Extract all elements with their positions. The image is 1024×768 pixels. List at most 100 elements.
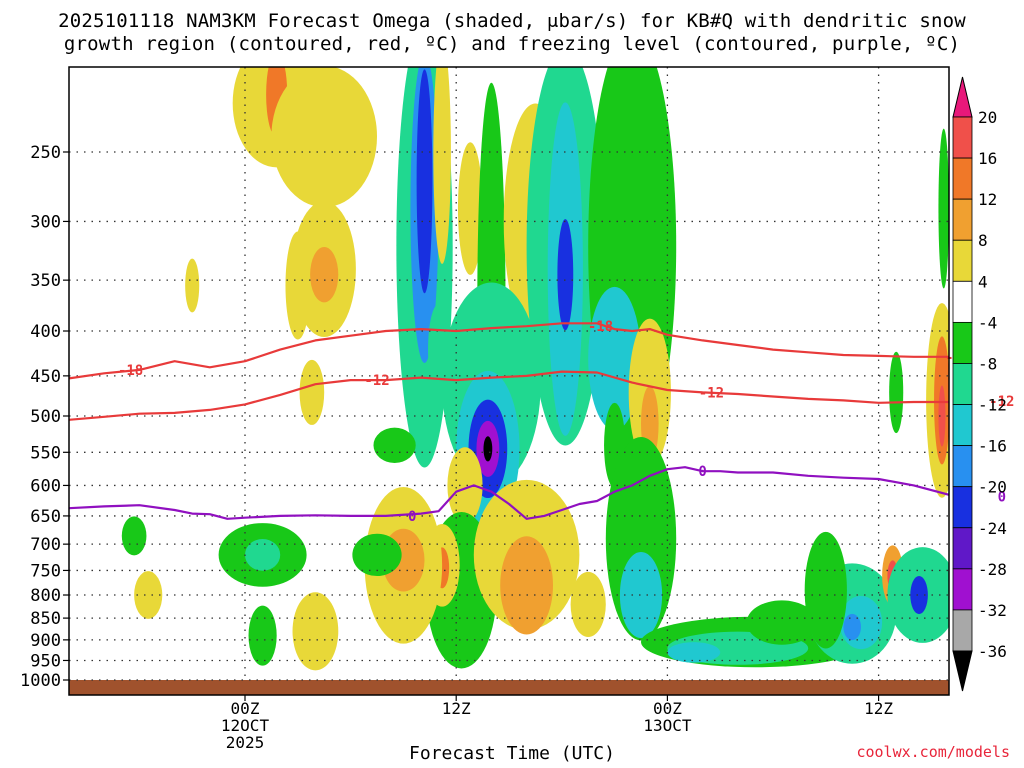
x-tick-label: 12Z	[864, 699, 893, 718]
omega-cell	[299, 359, 325, 425]
omega-cell	[285, 231, 311, 340]
y-tick-label: 450	[30, 367, 61, 387]
omega-cell	[292, 592, 339, 671]
contour-line	[69, 370, 949, 421]
omega-cell	[134, 571, 163, 619]
omega-cell	[310, 247, 339, 303]
x-axis-title: Forecast Time (UTC)	[409, 743, 615, 764]
chart-title-line-1: 2025101118 NAM3KM Forecast Omega (shaded…	[58, 10, 966, 32]
x-tick-label: 13OCT	[643, 716, 692, 735]
omega-cell	[667, 642, 721, 663]
colorbar-label: -12	[978, 396, 1007, 415]
omega-shading	[121, 67, 949, 671]
y-tick-label: 600	[30, 476, 61, 496]
y-tick-label: 850	[30, 609, 61, 629]
x-tick-label: 00Z	[653, 699, 682, 718]
y-tick-label: 700	[30, 535, 61, 555]
y-tick-label: 800	[30, 586, 61, 606]
contour-line	[69, 322, 949, 380]
omega-cell	[483, 436, 493, 462]
colorbar-segment	[952, 363, 973, 405]
omega-cell	[570, 571, 606, 638]
omega-cell	[746, 600, 817, 645]
colorbar-label: 20	[978, 108, 997, 127]
colorbar-segment	[952, 321, 973, 364]
omega-cell	[121, 516, 147, 556]
y-tick-label: 500	[30, 407, 61, 427]
omega-cell	[373, 427, 416, 463]
omega-cell	[619, 551, 663, 639]
colorbar-segment	[952, 568, 973, 611]
omega-cell	[804, 531, 847, 649]
contour-line	[69, 466, 949, 520]
colorbar-segment	[952, 486, 973, 529]
colorbar-segment	[952, 157, 973, 200]
omega-cell	[457, 142, 483, 275]
colorbar-label: -28	[978, 560, 1007, 579]
colorbar-label: -20	[978, 478, 1007, 497]
colorbar-segment	[952, 116, 973, 159]
omega-cell	[843, 613, 861, 641]
colorbar-segment	[952, 280, 973, 323]
contour-lines	[69, 322, 949, 520]
contour-label: 0	[998, 490, 1006, 506]
ground-strip	[69, 680, 949, 695]
colorbar-segment	[952, 445, 973, 488]
y-tick-label: 750	[30, 561, 61, 581]
y-axis: 2503003504004505005506006507007508008509…	[20, 143, 69, 691]
colorbar-label: 12	[978, 190, 997, 209]
contour-label: 0	[408, 509, 416, 525]
omega-cell	[271, 67, 377, 208]
y-tick-label: 250	[30, 143, 61, 163]
y-tick-label: 650	[30, 507, 61, 527]
omega-cell	[500, 536, 553, 635]
omega-cell	[352, 533, 402, 577]
y-tick-label: 300	[30, 212, 61, 232]
colorbar: 20 16 12 8 4 -4 -8 -12 -16 -20 -24 -28 -32 -36	[952, 76, 1007, 692]
contour-label: 0	[698, 464, 706, 480]
credit-text: coolwx.com/models	[856, 743, 1010, 761]
colorbar-top-triangle	[952, 76, 973, 118]
omega-cell	[185, 258, 200, 313]
plot-frame	[68, 66, 950, 696]
colorbar-segment	[952, 527, 973, 570]
contour-label: -12	[364, 373, 389, 389]
colorbar-label: -36	[978, 642, 1007, 661]
contour-label: -12	[699, 385, 724, 401]
omega-cell	[889, 351, 904, 434]
y-tick-label: 400	[30, 322, 61, 342]
x-tick-label: 12Z	[442, 699, 471, 718]
omega-cell	[557, 219, 574, 331]
omega-cell	[245, 539, 281, 571]
colorbar-label: -16	[978, 437, 1007, 456]
y-tick-label: 550	[30, 443, 61, 463]
colorbar-label: 8	[978, 231, 988, 250]
colorbar-bottom-triangle	[952, 650, 973, 692]
omega-cell	[433, 67, 451, 264]
colorbar-label: -4	[978, 313, 997, 332]
x-tick-label: 12OCT	[221, 716, 270, 735]
x-tick-label: 00Z	[231, 699, 260, 718]
contour-label: -18	[118, 363, 143, 379]
y-tick-label: 1000	[20, 671, 61, 691]
omega-cell	[588, 286, 641, 431]
omega-cell	[248, 605, 277, 666]
contour-label: -12	[989, 394, 1014, 410]
chart-title-line-2: growth region (contoured, red, ºC) and f…	[63, 33, 961, 55]
colorbar-label: -8	[978, 354, 997, 373]
contour-label: -18	[588, 319, 613, 335]
colorbar-label: -32	[978, 601, 1007, 620]
x-axis: 00Z12OCT202512Z00Z13OCT12Z00Z14OCT	[221, 695, 893, 752]
colorbar-segment	[952, 404, 973, 447]
omega-cell	[910, 575, 928, 615]
x-tick-label: 2025	[226, 733, 265, 752]
y-tick-label: 900	[30, 631, 61, 651]
y-tick-label: 950	[30, 651, 61, 671]
y-tick-label: 350	[30, 271, 61, 291]
colorbar-segment	[952, 239, 973, 282]
omega-cell	[447, 447, 483, 524]
colorbar-segment	[952, 609, 973, 652]
grid-lines	[69, 67, 949, 681]
colorbar-label: -24	[978, 519, 1007, 538]
